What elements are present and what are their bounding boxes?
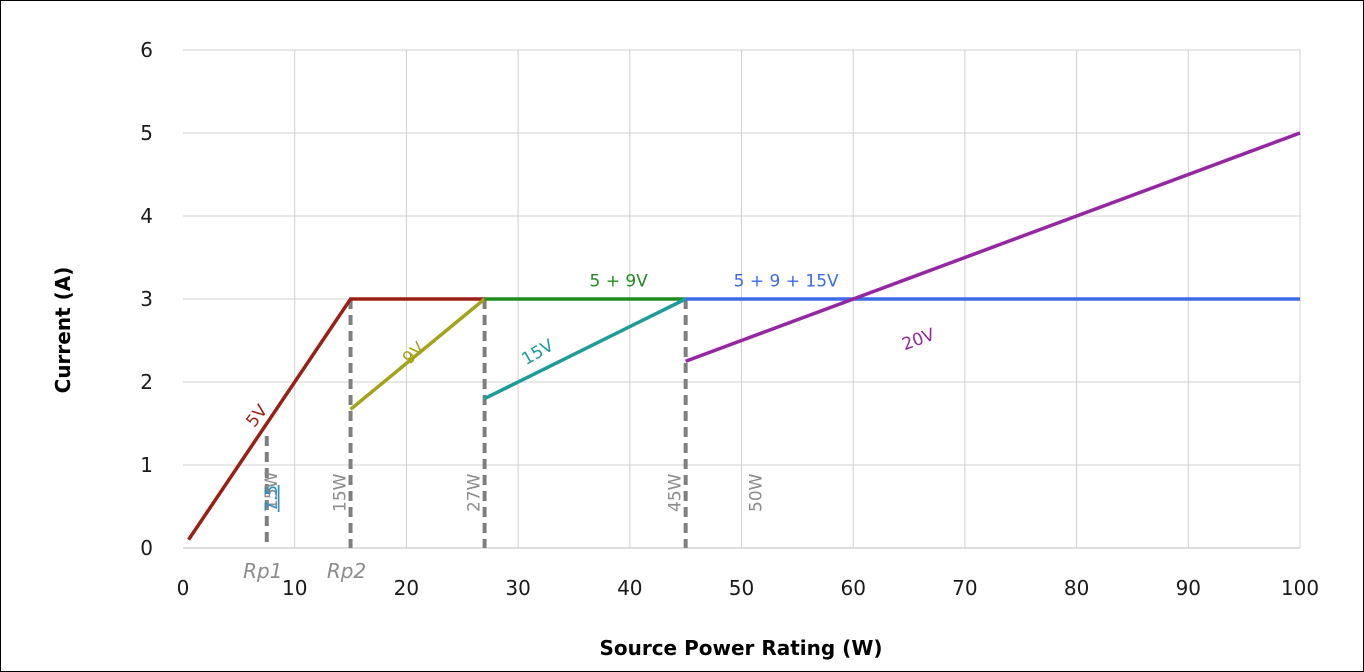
rp-label-rp1: Rp1 <box>243 559 282 583</box>
x-axis-ticks: 0 10 20 30 40 50 60 70 80 90 100 <box>177 576 1319 600</box>
marker-label-15w-overlap: 15W <box>262 471 282 510</box>
x-tick-70: 70 <box>952 576 977 600</box>
y-tick-5: 5 <box>140 121 153 145</box>
x-tick-100: 100 <box>1281 576 1319 600</box>
x-tick-90: 90 <box>1176 576 1201 600</box>
marker-label-7-5: 7.5 <box>262 485 282 512</box>
y-tick-4: 4 <box>140 204 153 228</box>
series-line-20v <box>685 131 1301 363</box>
series-line-15v <box>483 297 687 401</box>
x-tick-10: 10 <box>282 576 307 600</box>
series-label-20v: 20V <box>899 325 937 355</box>
y-tick-2: 2 <box>140 370 153 394</box>
marker-label-50w: 50W <box>747 473 767 512</box>
x-tick-30: 30 <box>505 576 530 600</box>
marker-label-45w: 45W <box>666 473 686 512</box>
series-label-5-9v: 5 + 9V <box>589 272 648 292</box>
x-axis-title: Source Power Rating (W) <box>599 636 882 660</box>
y-tick-1: 1 <box>140 453 153 477</box>
y-axis-title: Current (A) <box>51 267 75 394</box>
series-lines <box>187 131 1301 541</box>
series-line-5v <box>187 297 485 541</box>
y-tick-0: 0 <box>140 536 153 560</box>
series-label-5v: 5V <box>242 401 272 431</box>
rp-label-rp2: Rp2 <box>327 559 366 583</box>
x-tick-50: 50 <box>729 576 754 600</box>
marker-label-27w: 27W <box>465 473 485 512</box>
y-tick-3: 3 <box>140 287 153 311</box>
y-tick-6: 6 <box>140 38 153 62</box>
y-axis-ticks: 0 1 2 3 4 5 6 <box>140 38 153 560</box>
x-tick-40: 40 <box>617 576 642 600</box>
marker-label-15w: 15W <box>331 473 351 512</box>
x-tick-80: 80 <box>1064 576 1089 600</box>
x-tick-20: 20 <box>394 576 419 600</box>
series-label-5-9-15v: 5 + 9 + 15V <box>734 272 839 292</box>
x-tick-0: 0 <box>177 576 190 600</box>
series-line-9v <box>349 297 486 411</box>
x-tick-60: 60 <box>840 576 865 600</box>
